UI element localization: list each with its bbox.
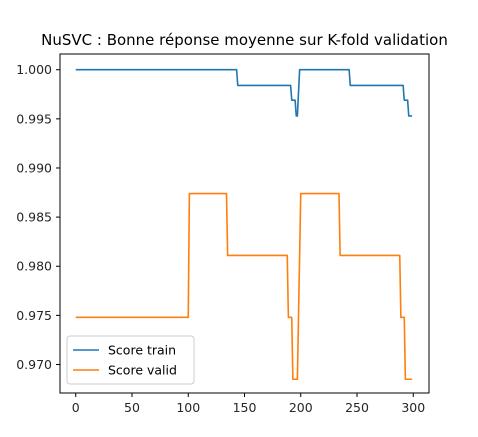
y-tick-label: 0.990 bbox=[16, 160, 52, 175]
y-axis: 0.970 0.975 0.980 0.985 0.990 0.995 1.000 bbox=[16, 62, 60, 372]
x-tick-label: 300 bbox=[401, 400, 425, 415]
y-tick-label: 0.995 bbox=[16, 111, 52, 126]
x-tick-label: 0 bbox=[72, 400, 80, 415]
y-tick-label: 0.970 bbox=[16, 357, 52, 372]
x-tick-label: 250 bbox=[345, 400, 369, 415]
x-tick-label: 100 bbox=[176, 400, 200, 415]
y-tick-label: 0.985 bbox=[16, 210, 52, 225]
legend-label-2: Score valid bbox=[108, 363, 177, 378]
series-line-2 bbox=[75, 192, 413, 381]
legend-label-1: Score train bbox=[108, 343, 176, 358]
series-layer bbox=[75, 68, 413, 381]
y-tick-label: 0.975 bbox=[16, 308, 52, 323]
x-tick-label: 50 bbox=[124, 400, 140, 415]
legend: Score train Score valid bbox=[66, 335, 195, 385]
y-tick-label: 1.000 bbox=[16, 62, 52, 77]
chart-title: NuSVC : Bonne réponse moyenne sur K-fold… bbox=[41, 31, 448, 49]
legend-box bbox=[66, 335, 195, 385]
x-axis: 0 50 100 150 200 250 300 bbox=[72, 393, 425, 415]
series-line-1 bbox=[75, 68, 413, 117]
y-tick-label: 0.980 bbox=[16, 259, 52, 274]
x-tick-label: 200 bbox=[289, 400, 313, 415]
x-tick-label: 150 bbox=[233, 400, 257, 415]
